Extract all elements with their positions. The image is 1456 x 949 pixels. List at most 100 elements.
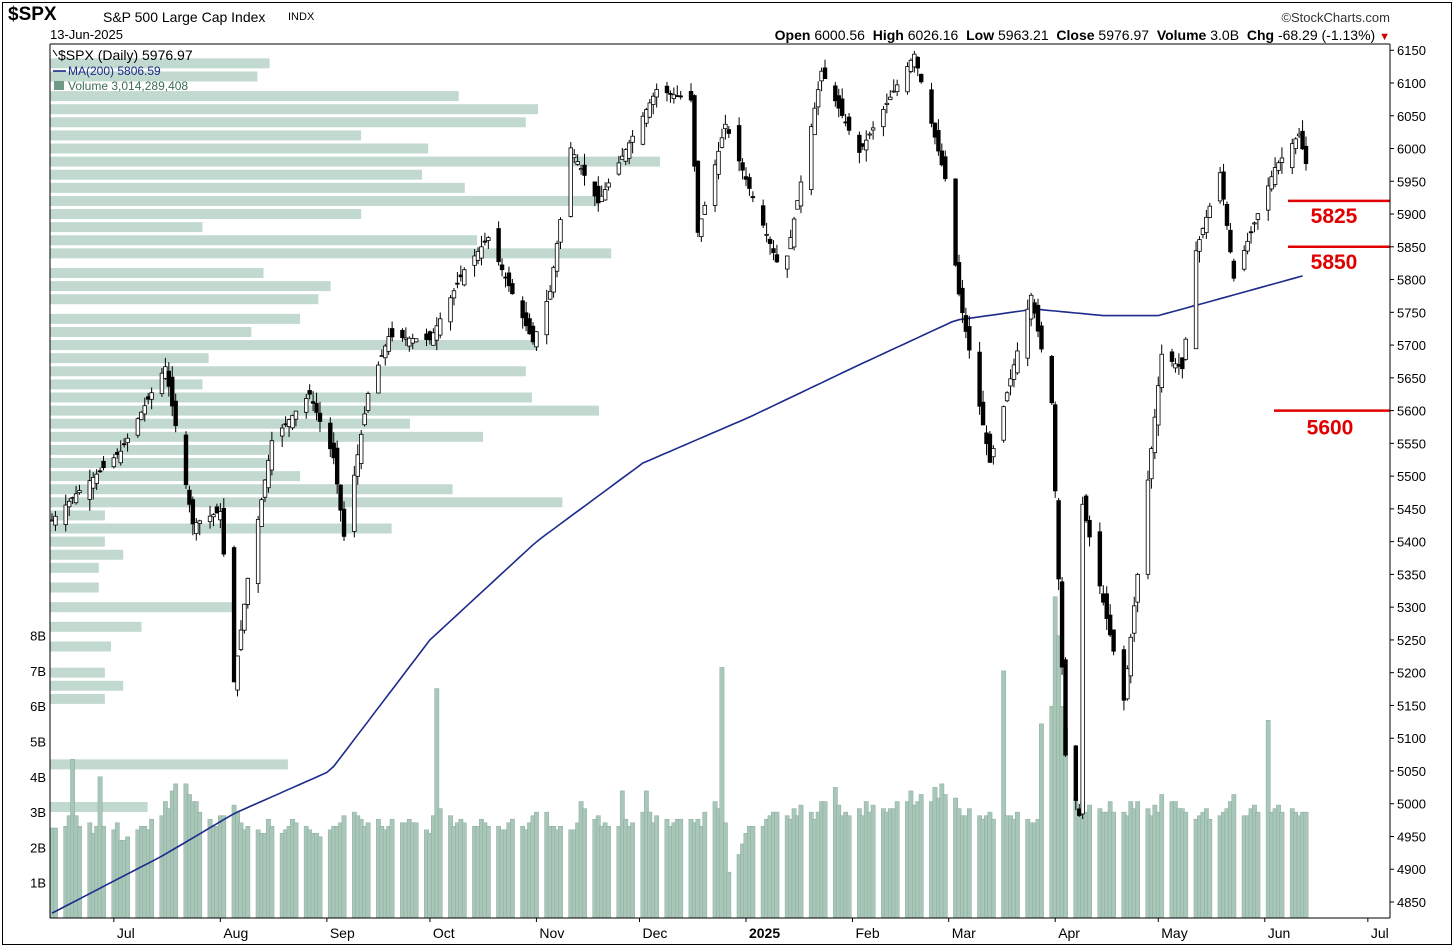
candle-body (482, 240, 488, 243)
volume-bar (1303, 811, 1309, 919)
candle-body (238, 629, 244, 650)
candle-body (1053, 404, 1058, 492)
volume-by-price-bar (50, 91, 459, 102)
candle-body (1039, 325, 1044, 350)
volume-tick-label: 4B (30, 770, 46, 785)
x-tick-label: Feb (855, 925, 879, 941)
volume-by-price-bar (50, 248, 612, 259)
candle-body (310, 401, 316, 404)
candle-body (699, 218, 704, 238)
candle-body (695, 160, 701, 233)
candle-body (352, 474, 357, 532)
candle-body (747, 177, 752, 189)
stockcharts-credit[interactable]: ©StockCharts.com (1281, 10, 1390, 25)
candle-body (362, 413, 367, 426)
candle-body (376, 364, 381, 394)
y-tick-label: 5000 (1397, 797, 1426, 812)
candle-body (1149, 448, 1154, 480)
candle-body (462, 269, 467, 286)
volume-by-price-bar (50, 235, 477, 246)
candle-body (173, 400, 178, 427)
candle-body (812, 107, 817, 136)
candle-body (1300, 130, 1305, 150)
candle-body (1008, 378, 1013, 387)
volume-bar (125, 836, 130, 919)
volume-by-price-bar (50, 444, 270, 455)
candle-body (1128, 636, 1133, 677)
candle-body (839, 98, 845, 116)
volume-label: Volume (1156, 27, 1207, 43)
candle-body (1193, 250, 1199, 350)
x-tick-label: Mar (952, 925, 976, 941)
y-tick-label: 5850 (1397, 240, 1426, 255)
candle-body (764, 233, 769, 236)
y-tick-label: 5350 (1397, 567, 1426, 582)
open-label: Open (774, 27, 811, 43)
high-label: High (872, 27, 904, 43)
candle-body (1276, 162, 1281, 171)
candle-body (221, 507, 226, 555)
candle-body (716, 150, 721, 175)
candle-body (290, 414, 295, 429)
candle-body (894, 84, 900, 93)
candle-body (1063, 659, 1068, 756)
y-tick-label: 5300 (1397, 600, 1426, 615)
volume-bar (341, 815, 347, 919)
volume-by-price-bar (50, 582, 99, 593)
volume-by-price-bar (50, 169, 423, 180)
candle-body (640, 115, 646, 145)
candle-body (953, 178, 958, 266)
candle-body (170, 376, 175, 407)
candle-body (121, 443, 127, 446)
candle-body (1207, 205, 1213, 218)
candle-body (833, 85, 838, 102)
y-tick-label: 4950 (1397, 829, 1426, 844)
candle-body (1152, 416, 1158, 454)
candle-body (383, 345, 388, 359)
level-label-5600: 5600 (1307, 417, 1354, 440)
volume-bar (750, 826, 756, 919)
volume-by-price-bar (50, 130, 362, 141)
candle-body (400, 329, 405, 339)
candle-body (520, 300, 525, 319)
candle-body (668, 92, 673, 95)
candle-body (63, 504, 68, 525)
candle-body (664, 85, 670, 94)
volume-bar (774, 811, 780, 919)
candle-body (125, 437, 130, 444)
volume-by-price-bar (50, 667, 105, 678)
volume-by-price-bar (50, 195, 599, 206)
level-label-5825: 5825 (1311, 205, 1358, 228)
volume-bar (798, 804, 804, 919)
candle-body (1104, 593, 1109, 619)
candle-body (760, 205, 766, 226)
candle-body (1125, 668, 1130, 700)
volume-by-price-bar (50, 71, 258, 82)
candle-body (87, 480, 92, 500)
candle-body (692, 95, 697, 167)
volume-bar (269, 826, 275, 919)
candle-body (1255, 213, 1261, 220)
candle-body (389, 328, 395, 338)
candle-body (1073, 745, 1079, 801)
y-tick-label: 4850 (1397, 895, 1426, 910)
volume-by-price-bar (50, 471, 301, 482)
legend-ma: MA(200) 5806.59 (68, 64, 161, 78)
candle-body (963, 315, 969, 332)
ohlc-summary: Open 6000.56 High 6026.16 Low 5963.21 Cl… (775, 27, 1390, 43)
x-tick-label: Apr (1058, 925, 1080, 941)
candle-body (723, 123, 728, 130)
volume-by-price-bar (50, 104, 538, 115)
candle-body (139, 411, 144, 421)
volume-tick-label: 6B (30, 699, 46, 714)
volume-by-price-bar (50, 222, 203, 233)
candle-body (651, 95, 656, 106)
candle-body (881, 109, 886, 128)
candle-body (726, 129, 732, 134)
candle-body (767, 238, 773, 244)
x-tick-label: Sep (330, 925, 355, 941)
y-tick-label: 5550 (1397, 436, 1426, 451)
volume-tick-label: 3B (30, 805, 46, 820)
volume-bar (510, 818, 515, 919)
candle-body (386, 336, 391, 352)
